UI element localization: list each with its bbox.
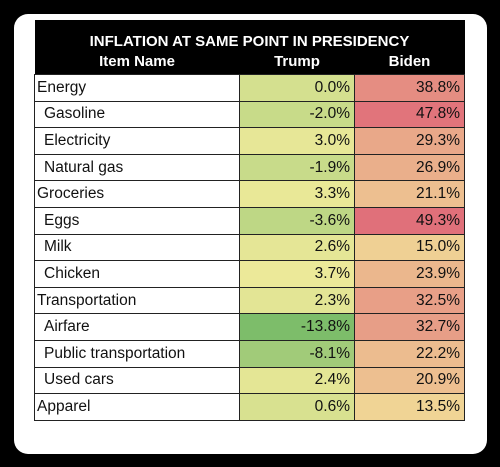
item-name-cell: Eggs bbox=[34, 206, 240, 235]
item-name-cell: Gasoline bbox=[34, 100, 240, 129]
biden-value-cell: 23.9% bbox=[354, 260, 465, 288]
trump-value-cell: 0.0% bbox=[239, 74, 355, 102]
biden-value-cell: 32.7% bbox=[354, 313, 465, 341]
trump-value-cell: -8.1% bbox=[239, 339, 355, 368]
column-header-row: Item Name Trump Biden bbox=[34, 50, 465, 75]
table-row: Groceries 3.3% 21.1% bbox=[34, 180, 465, 208]
biden-value-cell: 20.9% bbox=[354, 366, 465, 395]
biden-value-cell: 21.1% bbox=[354, 180, 465, 208]
biden-value-cell: 38.8% bbox=[354, 74, 465, 102]
table-row: Natural gas -1.9% 26.9% bbox=[34, 153, 465, 182]
item-name-cell: Public transportation bbox=[34, 339, 240, 368]
item-name-cell: Chicken bbox=[34, 260, 240, 288]
table-row: Apparel 0.6% 13.5% bbox=[34, 393, 465, 421]
biden-value-cell: 29.3% bbox=[354, 127, 465, 155]
table-row: Energy 0.0% 38.8% bbox=[34, 74, 465, 102]
column-header-item-name: Item Name bbox=[34, 50, 240, 75]
table-row: Airfare -13.8% 32.7% bbox=[34, 313, 465, 341]
table-row: Used cars 2.4% 20.9% bbox=[34, 366, 465, 395]
table-row: Electricity 3.0% 29.3% bbox=[34, 127, 465, 155]
trump-value-cell: 0.6% bbox=[239, 393, 355, 421]
biden-value-cell: 49.3% bbox=[354, 206, 465, 235]
table-row: Milk 2.6% 15.0% bbox=[34, 233, 465, 262]
table-row: Transportation 2.3% 32.5% bbox=[34, 286, 465, 315]
item-name-cell: Electricity bbox=[34, 127, 240, 155]
biden-value-cell: 47.8% bbox=[354, 100, 465, 129]
table-title: INFLATION AT SAME POINT IN PRESIDENCY bbox=[34, 20, 465, 50]
item-name-cell: Milk bbox=[34, 233, 240, 262]
table-card: INFLATION AT SAME POINT IN PRESIDENCY It… bbox=[14, 14, 487, 454]
item-name-cell: Used cars bbox=[34, 366, 240, 395]
biden-value-cell: 26.9% bbox=[354, 153, 465, 182]
trump-value-cell: -1.9% bbox=[239, 153, 355, 182]
table-row: Public transportation -8.1% 22.2% bbox=[34, 339, 465, 368]
title-row: INFLATION AT SAME POINT IN PRESIDENCY bbox=[34, 20, 465, 50]
column-header-biden: Biden bbox=[354, 50, 465, 75]
table-row: Eggs -3.6% 49.3% bbox=[34, 206, 465, 235]
trump-value-cell: 2.4% bbox=[239, 366, 355, 395]
table-row: Gasoline -2.0% 47.8% bbox=[34, 100, 465, 129]
trump-value-cell: 3.7% bbox=[239, 260, 355, 288]
biden-value-cell: 15.0% bbox=[354, 233, 465, 262]
table-body: Energy 0.0% 38.8% Gasoline -2.0% 47.8% Electri… bbox=[34, 74, 465, 421]
table-row: Chicken 3.7% 23.9% bbox=[34, 260, 465, 288]
biden-value-cell: 32.5% bbox=[354, 286, 465, 315]
trump-value-cell: 3.3% bbox=[239, 180, 355, 208]
inflation-table: INFLATION AT SAME POINT IN PRESIDENCY It… bbox=[34, 20, 465, 421]
biden-value-cell: 13.5% bbox=[354, 393, 465, 421]
item-name-cell: Apparel bbox=[34, 393, 240, 421]
item-name-cell: Airfare bbox=[34, 313, 240, 341]
trump-value-cell: 2.3% bbox=[239, 286, 355, 315]
item-name-cell: Natural gas bbox=[34, 153, 240, 182]
item-name-cell: Energy bbox=[34, 74, 240, 102]
biden-value-cell: 22.2% bbox=[354, 339, 465, 368]
trump-value-cell: 2.6% bbox=[239, 233, 355, 262]
trump-value-cell: 3.0% bbox=[239, 127, 355, 155]
trump-value-cell: -13.8% bbox=[239, 313, 355, 341]
trump-value-cell: -3.6% bbox=[239, 206, 355, 235]
item-name-cell: Groceries bbox=[34, 180, 240, 208]
column-header-trump: Trump bbox=[239, 50, 355, 75]
item-name-cell: Transportation bbox=[34, 286, 240, 315]
trump-value-cell: -2.0% bbox=[239, 100, 355, 129]
